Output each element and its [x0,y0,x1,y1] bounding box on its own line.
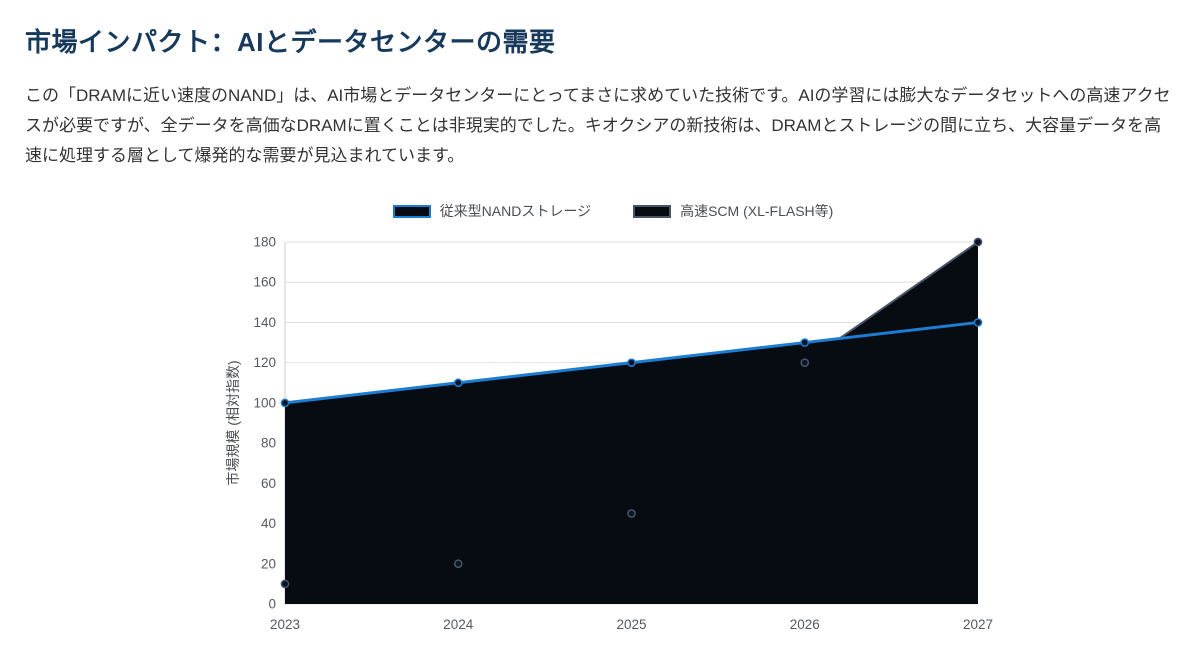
intro-paragraph: この「DRAMに近い速度のNAND」は、AI市場とデータセンターにとってまさに求… [25,86,1171,165]
chart-legend: 従来型NANDストレージ 高速SCM (XL-FLASH等) [223,200,1003,222]
x-tick-label: 2026 [790,617,820,632]
data-point [800,358,810,368]
x-tick-label: 2027 [963,617,993,632]
y-tick-label: 100 [253,396,276,411]
x-tick-label: 2025 [616,617,646,632]
data-point [973,237,983,247]
market-demand-chart: 従来型NANDストレージ 高速SCM (XL-FLASH等) 0 20 40 60 80… [223,200,1003,645]
legend-item-nand[interactable]: 従来型NANDストレージ [392,201,592,221]
x-tick-label: 2024 [443,617,474,632]
y-tick-label: 60 [261,476,276,491]
data-point [627,509,636,519]
area-series-0 [285,322,978,605]
data-point [453,378,463,388]
y-tick-label: 20 [261,557,276,572]
y-tick-label: 160 [253,275,276,290]
y-tick-label: 0 [268,597,276,612]
page-title: 市場インパクト：AIとデータセンターの需要 [25,27,556,57]
legend-item-scm[interactable]: 高速SCM (XL-FLASH等) [633,201,833,221]
data-point [973,318,983,328]
x-tick-label: 2023 [270,617,300,632]
data-point [280,398,290,408]
y-tick-label: 180 [253,235,276,250]
data-point [280,579,290,589]
legend-swatch-scm [633,204,672,218]
y-tick-label: 40 [261,516,276,531]
legend-swatch-nand [392,204,431,218]
y-axis-title: 市場規模 (相対指数) [225,361,241,486]
data-point [627,358,636,368]
data-point [800,338,810,348]
data-point [453,559,463,569]
y-tick-label: 120 [253,355,276,370]
legend-label-nand: 従来型NANDストレージ [439,203,592,220]
legend-label-scm: 高速SCM (XL-FLASH等) [680,203,834,220]
chart-canvas: 0 20 40 60 80 100 120 140 160 180 2023 2024 2025 2026… [225,235,993,633]
y-tick-label: 80 [261,436,276,451]
y-tick-label: 140 [253,315,276,330]
